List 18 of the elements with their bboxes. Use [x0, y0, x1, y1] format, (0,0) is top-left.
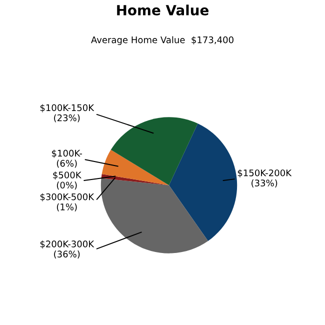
- data-label: (6%): [56, 160, 77, 168]
- data-label: (36%): [54, 250, 80, 259]
- text: (0%): [56, 182, 77, 190]
- slice-label: $150K-200K: [238, 169, 292, 178]
- legend-label: $500K: [53, 171, 82, 180]
- chart-subtitle: Average Home Value $173,400: [91, 36, 234, 45]
- pie-slice: [169, 124, 238, 242]
- pie-slice: [100, 178, 208, 254]
- pie-slice: [110, 117, 198, 186]
- data-label: (23%): [54, 114, 80, 122]
- data-label: (33%): [252, 179, 278, 188]
- chart-title: Home Value: [117, 4, 208, 16]
- pie-slice: [102, 150, 169, 186]
- slice-label: $100K-150K: [40, 104, 94, 112]
- data-label: (1%): [56, 203, 77, 212]
- slice-label: $300K-500K: [40, 193, 94, 202]
- slice-label: $100K-: [52, 150, 82, 158]
- slice-label: $200K-300K: [40, 240, 94, 249]
